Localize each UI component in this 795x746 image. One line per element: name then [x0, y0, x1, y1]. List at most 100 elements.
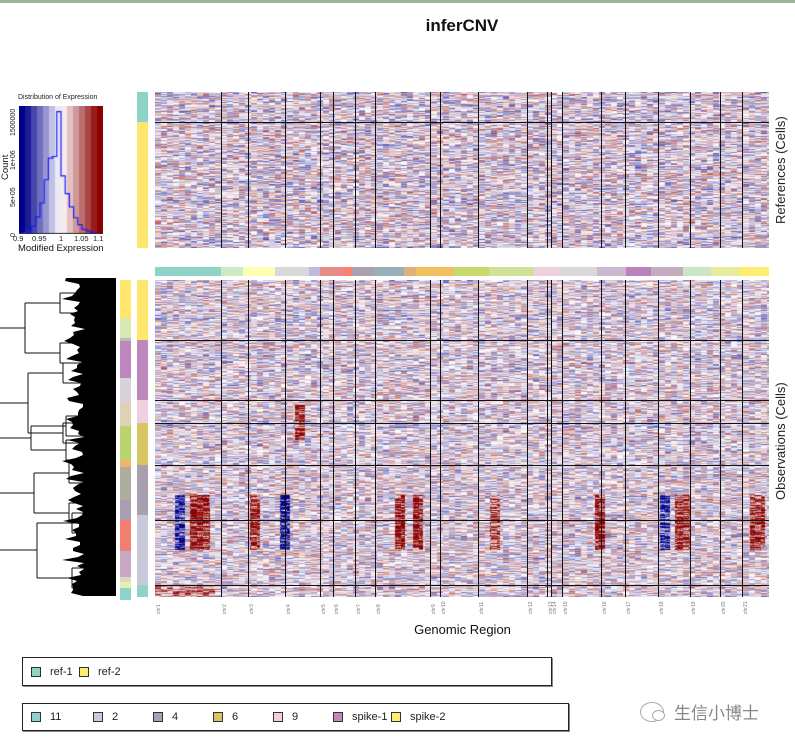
observation-legend: 11 2 4 6 9 spike-1 spike-2 [22, 703, 569, 731]
legend-item-9: 9 [273, 704, 298, 730]
chromosome-label: chr18 [659, 601, 665, 614]
chromosome-color-segment [596, 267, 627, 276]
hist-xtick: 1.1 [93, 234, 104, 243]
top-border [0, 0, 795, 3]
chromosome-boundary [562, 92, 563, 248]
histogram-title: Distribution of Expression [18, 94, 98, 101]
chromosome-boundary [547, 92, 548, 248]
group-segment [120, 582, 131, 588]
legend-label: 9 [292, 711, 299, 723]
chromosome-color-segment [739, 267, 769, 276]
chromosome-color-bar [155, 267, 769, 276]
chromosome-boundary [658, 280, 659, 597]
observation-heatmap [155, 280, 769, 597]
group-segment [120, 338, 131, 341]
chromosome-color-segment [488, 267, 534, 276]
legend-label: 11 [50, 711, 62, 723]
chromosome-label: chr20 [721, 601, 727, 614]
group-segment [120, 341, 131, 378]
group-segment [137, 465, 148, 515]
chromosome-boundary [720, 280, 721, 597]
chromosome-boundary [527, 280, 528, 597]
legend-label: 4 [172, 711, 179, 723]
chromosome-label: chr14 [552, 601, 558, 614]
chromosome-boundary [320, 280, 321, 597]
legend-item-11: 11 [31, 704, 61, 730]
group-segment [137, 515, 148, 585]
chromosome-boundary [478, 92, 479, 248]
group-segment [120, 280, 131, 318]
dendrogram-leaves [62, 278, 116, 596]
chromosome-boundary [375, 92, 376, 248]
group-segment [120, 318, 131, 338]
legend-label: ref-2 [98, 665, 121, 678]
chromosome-color-segment [651, 267, 684, 276]
legend-swatch [153, 712, 163, 722]
chromosome-boundary [440, 92, 441, 248]
legend-label: spike-2 [410, 711, 446, 723]
chromosome-label: chr8 [376, 604, 382, 614]
chromosome-boundary [625, 280, 626, 597]
legend-swatch [391, 712, 401, 722]
chart-title: inferCNV [425, 16, 499, 35]
group-segment [120, 403, 131, 426]
hist-ytick: 1500000 [10, 108, 17, 136]
chromosome-color-segment [558, 267, 597, 276]
chromosome-label: chr19 [691, 601, 697, 614]
obs-subcluster-bar [120, 280, 131, 600]
group-segment [137, 400, 148, 423]
hist-ytick: 0 [10, 233, 17, 237]
reference-legend: ref-1 ref-2 [22, 657, 552, 686]
legend-item-spike-1: spike-1 [333, 704, 387, 730]
obs-group-separator [155, 400, 769, 401]
chromosome-boundary [221, 92, 222, 248]
group-segment [137, 585, 148, 597]
chromosome-color-segment [320, 267, 343, 276]
chromosome-label: chr1 [156, 604, 162, 614]
chromosome-boundary [547, 280, 548, 597]
chromosome-boundary [690, 280, 691, 597]
obs-group-bar [137, 280, 148, 597]
chromosome-label: chr9 [431, 604, 437, 614]
dendrogram [0, 278, 116, 596]
chromosome-color-segment [342, 267, 353, 276]
hist-xlabel: Modified Expression [18, 243, 104, 254]
hist-xtick: 1 [59, 234, 64, 243]
chromosome-boundary [430, 280, 431, 597]
x-axis-label: Genomic Region [414, 622, 511, 637]
chromosome-boundary [221, 280, 222, 597]
legend-label: 2 [112, 711, 119, 723]
legend-swatch [333, 712, 343, 722]
hist-ytick: 5e+05 [10, 187, 17, 207]
chromosome-boundary [625, 92, 626, 248]
group-segment [120, 551, 131, 577]
hist-ylabel: Count [0, 154, 11, 180]
chromosome-label: chr7 [356, 604, 362, 614]
group-segment [120, 577, 131, 582]
chromosome-label: chr4 [286, 604, 292, 614]
hist-xtick: 0.95 [32, 234, 47, 243]
chromosome-boundary [333, 280, 334, 597]
chromosome-color-segment [155, 267, 221, 276]
chromosome-label: chr12 [528, 601, 534, 614]
hist-xtick: 0.9 [13, 234, 24, 243]
chromosome-boundary [690, 92, 691, 248]
legend-label: ref-1 [50, 665, 73, 678]
chromosome-boundary [601, 92, 602, 248]
observations-axis-label: Observations (Cells) [773, 382, 788, 500]
hist-xtick: 1.05 [74, 234, 89, 243]
chromosome-boundary [355, 280, 356, 597]
chromosome-color-segment [309, 267, 321, 276]
group-segment [120, 426, 131, 460]
chromosome-label: chr16 [602, 601, 608, 614]
group-segment [120, 400, 131, 403]
chromosome-boundary [742, 92, 743, 248]
chromosome-color-segment [352, 267, 375, 276]
legend-swatch [273, 712, 283, 722]
group-segment [120, 467, 131, 500]
legend-swatch [93, 712, 103, 722]
chromosome-boundary [333, 92, 334, 248]
chromosome-color-segment [626, 267, 652, 276]
chromosome-label: chr6 [334, 604, 340, 614]
chromosome-boundary [285, 280, 286, 597]
